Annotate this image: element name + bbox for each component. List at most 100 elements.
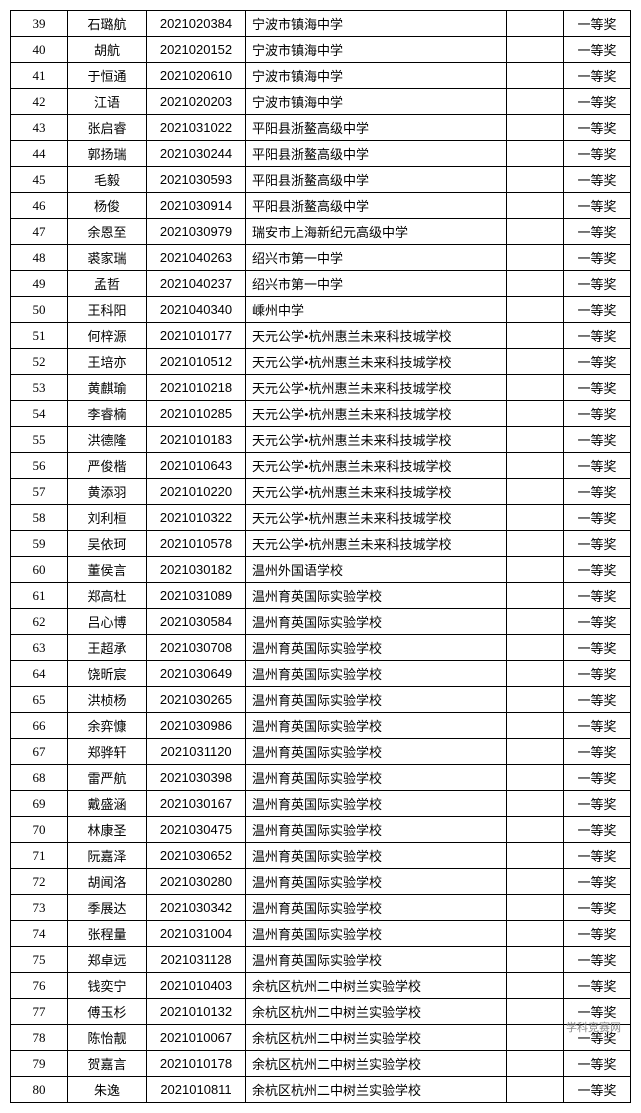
table-cell: 47 xyxy=(11,219,68,245)
table-cell: 王科阳 xyxy=(68,297,147,323)
table-cell: 一等奖 xyxy=(564,895,631,921)
table-cell: 2021030182 xyxy=(147,557,246,583)
table-row: 68雷严航2021030398温州育英国际实验学校一等奖 xyxy=(11,765,631,791)
table-cell: 69 xyxy=(11,791,68,817)
table-cell: 一等奖 xyxy=(564,713,631,739)
table-row: 60董侯言2021030182温州外国语学校一等奖 xyxy=(11,557,631,583)
table-cell: 2021040237 xyxy=(147,271,246,297)
table-cell: 2021031128 xyxy=(147,947,246,973)
table-cell xyxy=(507,141,564,167)
table-cell: 江语 xyxy=(68,89,147,115)
table-cell: 余杭区杭州二中树兰实验学校 xyxy=(246,999,507,1025)
table-cell: 一等奖 xyxy=(564,193,631,219)
table-cell: 裘家瑞 xyxy=(68,245,147,271)
table-cell: 一等奖 xyxy=(564,37,631,63)
table-cell: 天元公学•杭州惠兰未来科技城学校 xyxy=(246,453,507,479)
table-cell: 2021030398 xyxy=(147,765,246,791)
table-cell: 平阳县浙鳌高级中学 xyxy=(246,193,507,219)
table-row: 57黄添羽2021010220天元公学•杭州惠兰未来科技城学校一等奖 xyxy=(11,479,631,505)
table-cell: 2021010811 xyxy=(147,1077,246,1103)
table-cell: 天元公学•杭州惠兰未来科技城学校 xyxy=(246,401,507,427)
table-cell xyxy=(507,1051,564,1077)
table-cell: 一等奖 xyxy=(564,635,631,661)
table-cell: 75 xyxy=(11,947,68,973)
table-cell xyxy=(507,817,564,843)
table-cell: 天元公学•杭州惠兰未来科技城学校 xyxy=(246,505,507,531)
table-row: 44郭扬瑞2021030244平阳县浙鳌高级中学一等奖 xyxy=(11,141,631,167)
table-cell: 46 xyxy=(11,193,68,219)
table-cell: 2021010322 xyxy=(147,505,246,531)
table-cell: 宁波市镇海中学 xyxy=(246,11,507,37)
table-row: 74张程量2021031004温州育英国际实验学校一等奖 xyxy=(11,921,631,947)
table-cell: 一等奖 xyxy=(564,791,631,817)
table-cell: 温州育英国际实验学校 xyxy=(246,817,507,843)
table-cell xyxy=(507,739,564,765)
table-cell: 2021010132 xyxy=(147,999,246,1025)
table-cell: 60 xyxy=(11,557,68,583)
table-row: 75郑卓远2021031128温州育英国际实验学校一等奖 xyxy=(11,947,631,973)
table-cell: 2021030280 xyxy=(147,869,246,895)
table-cell: 一等奖 xyxy=(564,11,631,37)
table-cell xyxy=(507,895,564,921)
table-row: 80朱逸2021010811余杭区杭州二中树兰实验学校一等奖 xyxy=(11,1077,631,1103)
table-cell: 2021031120 xyxy=(147,739,246,765)
table-cell xyxy=(507,713,564,739)
table-cell: 黄添羽 xyxy=(68,479,147,505)
table-cell: 41 xyxy=(11,63,68,89)
table-cell: 39 xyxy=(11,11,68,37)
table-cell xyxy=(507,1077,564,1103)
table-cell: 2021040263 xyxy=(147,245,246,271)
table-cell: 天元公学•杭州惠兰未来科技城学校 xyxy=(246,375,507,401)
table-row: 65洪桢杨2021030265温州育英国际实验学校一等奖 xyxy=(11,687,631,713)
table-cell: 43 xyxy=(11,115,68,141)
table-cell: 胡闻洛 xyxy=(68,869,147,895)
table-cell: 贺嘉言 xyxy=(68,1051,147,1077)
table-cell: 余弈慷 xyxy=(68,713,147,739)
table-cell: 2021030244 xyxy=(147,141,246,167)
table-cell: 一等奖 xyxy=(564,973,631,999)
table-cell: 天元公学•杭州惠兰未来科技城学校 xyxy=(246,531,507,557)
table-cell: 59 xyxy=(11,531,68,557)
table-cell: 张启睿 xyxy=(68,115,147,141)
table-row: 45毛毅2021030593平阳县浙鳌高级中学一等奖 xyxy=(11,167,631,193)
table-cell xyxy=(507,323,564,349)
table-cell: 2021031004 xyxy=(147,921,246,947)
table-cell: 一等奖 xyxy=(564,843,631,869)
table-row: 53黄麒瑜2021010218天元公学•杭州惠兰未来科技城学校一等奖 xyxy=(11,375,631,401)
table-cell: 2021010578 xyxy=(147,531,246,557)
table-cell: 胡航 xyxy=(68,37,147,63)
table-row: 43张启睿2021031022平阳县浙鳌高级中学一等奖 xyxy=(11,115,631,141)
table-cell: 温州育英国际实验学校 xyxy=(246,765,507,791)
table-cell: 饶昕宸 xyxy=(68,661,147,687)
table-cell: 63 xyxy=(11,635,68,661)
table-cell: 石璐航 xyxy=(68,11,147,37)
table-cell: 55 xyxy=(11,427,68,453)
table-cell: 戴盛涵 xyxy=(68,791,147,817)
table-cell xyxy=(507,167,564,193)
table-cell: 一等奖 xyxy=(564,297,631,323)
table-cell: 天元公学•杭州惠兰未来科技城学校 xyxy=(246,349,507,375)
table-cell: 2021030342 xyxy=(147,895,246,921)
table-cell: 杨俊 xyxy=(68,193,147,219)
table-cell: 一等奖 xyxy=(564,141,631,167)
table-cell: 73 xyxy=(11,895,68,921)
table-row: 47余恩至2021030979瑞安市上海新纪元高级中学一等奖 xyxy=(11,219,631,245)
table-cell: 一等奖 xyxy=(564,245,631,271)
table-cell: 2021030593 xyxy=(147,167,246,193)
table-cell: 绍兴市第一中学 xyxy=(246,271,507,297)
table-row: 39石璐航2021020384宁波市镇海中学一等奖 xyxy=(11,11,631,37)
table-cell xyxy=(507,843,564,869)
table-cell: 余杭区杭州二中树兰实验学校 xyxy=(246,1025,507,1051)
table-cell: 黄麒瑜 xyxy=(68,375,147,401)
table-cell: 天元公学•杭州惠兰未来科技城学校 xyxy=(246,479,507,505)
table-cell: 2021010177 xyxy=(147,323,246,349)
table-cell: 2021010512 xyxy=(147,349,246,375)
table-cell: 钱奕宁 xyxy=(68,973,147,999)
table-cell: 吴依珂 xyxy=(68,531,147,557)
table-cell: 一等奖 xyxy=(564,271,631,297)
table-cell: 2021030649 xyxy=(147,661,246,687)
table-cell: 毛毅 xyxy=(68,167,147,193)
table-cell: 余杭区杭州二中树兰实验学校 xyxy=(246,1077,507,1103)
table-cell: 傅玉杉 xyxy=(68,999,147,1025)
table-row: 76钱奕宁2021010403余杭区杭州二中树兰实验学校一等奖 xyxy=(11,973,631,999)
